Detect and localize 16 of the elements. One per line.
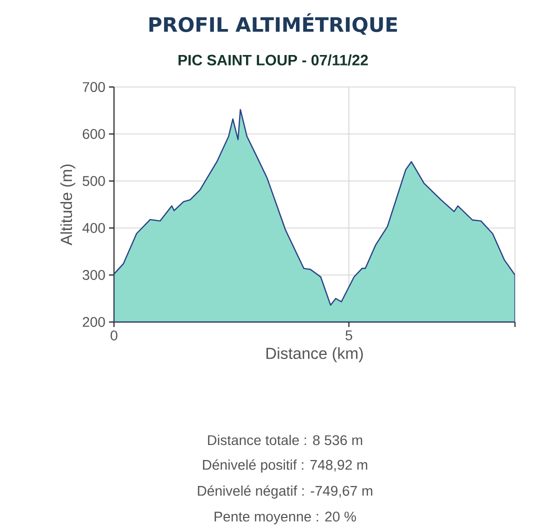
x-tick-label: 5 xyxy=(346,330,352,340)
text: Pente moyenne : 20 % xyxy=(214,512,356,524)
y-tick-label: 200 xyxy=(82,317,105,327)
text: Dénivelé positif : 748,92 m xyxy=(203,459,368,473)
text: Dénivelé négatif : -749,67 m xyxy=(198,485,372,499)
y-tick-label: 400 xyxy=(82,223,105,233)
chart-subtitle: PIC SAINT LOUP - 07/11/22 xyxy=(178,54,368,66)
x-axis-title: Distance (km) xyxy=(266,347,363,362)
text: Distance totale : 8 536 m xyxy=(208,434,362,446)
y-axis-title: Altitude (m) xyxy=(60,164,76,246)
y-tick-label: 700 xyxy=(82,82,105,92)
y-tick-label: 600 xyxy=(82,129,105,139)
y-tick-label: 300 xyxy=(82,270,105,280)
y-tick-label: 500 xyxy=(82,176,105,186)
chart-title: PROFIL ALTIMÉTRIQUE xyxy=(149,13,397,35)
x-tick-label: 0 xyxy=(110,330,118,340)
